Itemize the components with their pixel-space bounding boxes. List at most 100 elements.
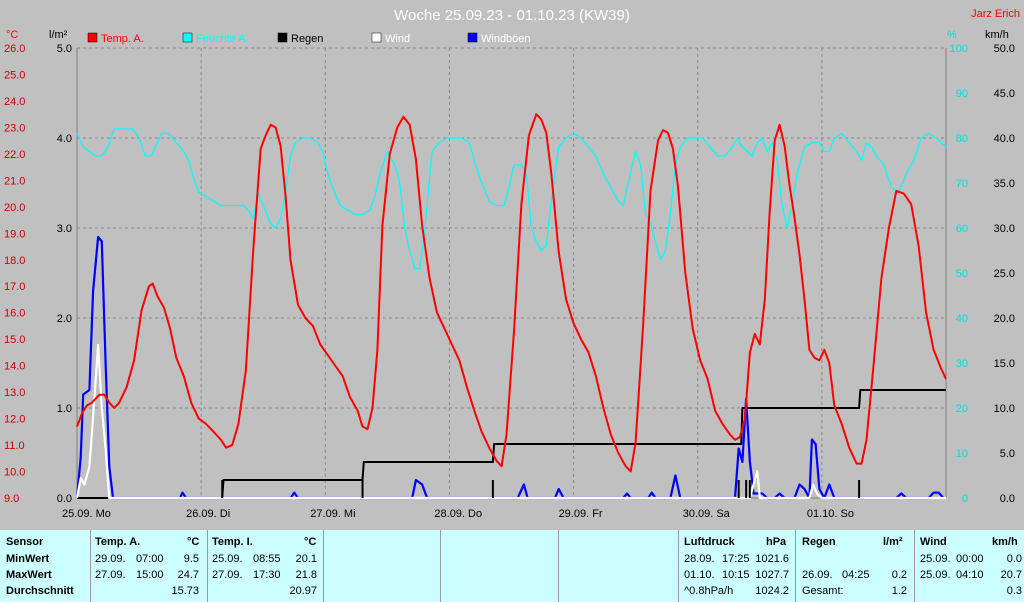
- pressure-header: Luftdruck: [684, 536, 735, 548]
- x-tick-label: 25.09. Mo: [62, 508, 111, 520]
- wind-tick-label: 0.0: [1000, 493, 1015, 505]
- humidity-unit-label: %: [947, 29, 957, 41]
- temp-a-avg-value: 15.73: [171, 585, 199, 597]
- pressure-unit: hPa: [766, 536, 787, 548]
- rain-unit-label: l/m²: [49, 29, 68, 41]
- wind-unit: km/h: [992, 536, 1018, 548]
- wind-max-value: 20.7: [1000, 569, 1022, 581]
- temp-i-max-time: 17:30: [253, 569, 281, 581]
- series-line-temp-a: [76, 113, 947, 473]
- row-label-min: MinWert: [6, 553, 50, 565]
- rain-max-date: 26.09.: [802, 569, 833, 581]
- pressure-max-value: 1027.7: [755, 569, 789, 581]
- temp-tick-label: 23.0: [4, 122, 25, 134]
- x-tick-label: 26.09. Di: [186, 508, 230, 520]
- series-line-regen: [77, 389, 946, 499]
- temp-a-min-time: 07:00: [136, 553, 164, 565]
- wind-min-value: 0.0: [1006, 553, 1022, 565]
- wind-tick-label: 40.0: [994, 133, 1015, 145]
- chart-title: Woche 25.09.23 - 01.10.23 (KW39): [394, 7, 630, 24]
- series-layer: [75, 113, 947, 500]
- temp-tick-label: 18.0: [4, 255, 25, 267]
- temp-i-min-value: 20.1: [295, 553, 317, 565]
- temp-i-avg-value: 20.97: [289, 585, 317, 597]
- pressure-min-date: 28.09.: [684, 553, 715, 565]
- legend-swatch: [87, 32, 98, 43]
- temp-tick-label: 14.0: [4, 361, 25, 373]
- humidity-tick-label: 100: [950, 43, 968, 55]
- wind-avg-value: 0.3: [1006, 585, 1022, 597]
- series-line-feuchte-a: [76, 128, 947, 270]
- wind-unit-label: km/h: [985, 29, 1009, 41]
- temp-tick-label: 9.0: [4, 493, 19, 505]
- wind-tick-label: 45.0: [994, 88, 1015, 100]
- temp-a-min-date: 29.09.: [95, 553, 126, 565]
- wind-tick-label: 25.0: [994, 268, 1015, 280]
- legend-label: Windböen: [481, 33, 531, 45]
- humidity-tick-label: 90: [956, 88, 968, 100]
- wind-min-time: 00:00: [956, 553, 984, 565]
- pressure-max-time: 10:15: [722, 569, 750, 581]
- axes: 26.0 25.0 24.0 23.0 22.0 21.0 20.0 19.0 18.0 17.0…: [4, 43, 1015, 520]
- temp-a-max-value: 24.7: [177, 569, 199, 581]
- row-label-max: MaxWert: [6, 569, 52, 581]
- x-tick-label: 30.09. Sa: [683, 508, 731, 520]
- x-tick-label: 28.09. Do: [434, 508, 482, 520]
- humidity-tick-label: 80: [956, 133, 968, 145]
- temp-tick-label: 20.0: [4, 202, 25, 214]
- rain-tick-label: 4.0: [57, 133, 72, 145]
- temp-i-header: Temp. I.: [212, 536, 253, 548]
- legend-swatch: [182, 32, 193, 43]
- humidity-tick-label: 10: [956, 448, 968, 460]
- author-label: Jarz Erich: [971, 8, 1020, 20]
- wind-tick-label: 35.0: [994, 178, 1015, 190]
- humidity-tick-label: 0: [962, 493, 968, 505]
- statistics-table: Sensor MinWert MaxWert Durchschnitt Temp…: [0, 530, 1024, 602]
- wind-tick-label: 10.0: [994, 403, 1015, 415]
- rain-header: Regen: [802, 536, 836, 548]
- temp-unit-label: °C: [6, 29, 18, 41]
- legend-label: Feuchte A.: [196, 33, 249, 45]
- wind-tick-label: 5.0: [1000, 448, 1015, 460]
- temp-tick-label: 10.0: [4, 467, 25, 479]
- humidity-tick-label: 20: [956, 403, 968, 415]
- temp-tick-label: 17.0: [4, 281, 25, 293]
- humidity-tick-label: 50: [956, 268, 968, 280]
- wind-header: Wind: [920, 536, 947, 548]
- wind-max-date: 25.09.: [920, 569, 951, 581]
- temp-tick-label: 16.0: [4, 308, 25, 320]
- temp-tick-label: 15.0: [4, 334, 25, 346]
- temp-i-max-value: 21.8: [295, 569, 317, 581]
- temp-tick-label: 26.0: [4, 43, 25, 55]
- rain-unit: l/m²: [883, 536, 903, 548]
- temp-tick-label: 24.0: [4, 96, 25, 108]
- temp-a-min-value: 9.5: [183, 553, 199, 565]
- humidity-tick-label: 30: [956, 358, 968, 370]
- temp-a-max-time: 15:00: [136, 569, 164, 581]
- temp-i-unit: °C: [304, 536, 317, 548]
- temp-tick-label: 21.0: [4, 175, 25, 187]
- x-tick-label: 29.09. Fr: [559, 508, 603, 520]
- wind-tick-label: 50.0: [994, 43, 1015, 55]
- legend: Temp. A. Feuchte A. Regen Wind Windböen: [87, 32, 531, 45]
- humidity-tick-label: 40: [956, 313, 968, 325]
- temp-tick-label: 11.0: [4, 440, 25, 452]
- pressure-max-date: 01.10.: [684, 569, 715, 581]
- legend-swatch: [467, 32, 478, 43]
- humidity-tick-label: 70: [956, 178, 968, 190]
- x-tick-label: 01.10. So: [807, 508, 854, 520]
- weather-chart: Woche 25.09.23 - 01.10.23 (KW39) Jarz Er…: [0, 0, 1024, 530]
- rain-tick-label: 5.0: [57, 43, 72, 55]
- rain-tick-label: 3.0: [57, 223, 72, 235]
- pressure-avg-value: 1024.2: [755, 585, 789, 597]
- temp-a-max-date: 27.09.: [95, 569, 126, 581]
- rain-tick-label: 2.0: [57, 313, 72, 325]
- wind-min-date: 25.09.: [920, 553, 951, 565]
- temp-tick-label: 19.0: [4, 228, 25, 240]
- rain-total-label: Gesamt:: [802, 585, 844, 597]
- sensor-header: Sensor: [6, 536, 44, 548]
- chart-background: [0, 0, 1024, 530]
- pressure-min-value: 1021.6: [755, 553, 789, 565]
- temp-i-min-time: 08:55: [253, 553, 281, 565]
- legend-swatch: [277, 32, 288, 43]
